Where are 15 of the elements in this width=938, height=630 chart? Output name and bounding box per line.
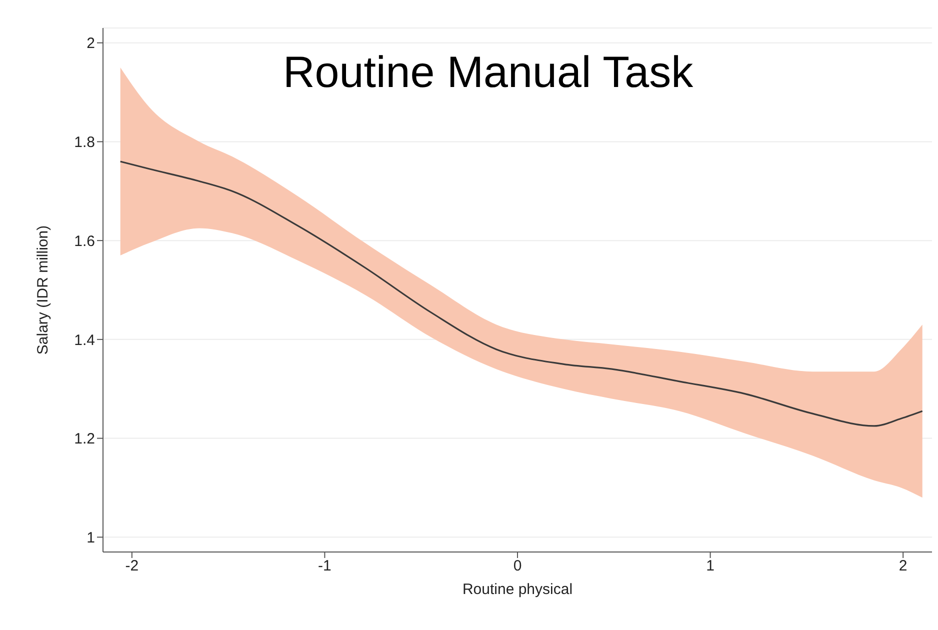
text: Routine Manual Task — [283, 48, 694, 98]
x-tick-label: 2 — [898, 558, 908, 575]
x-tick-label: 0 — [513, 558, 522, 575]
line-series — [120, 160, 924, 427]
y-tick-label: 1 — [86, 529, 95, 546]
y-tick-label: 1.8 — [74, 134, 95, 152]
x-tick-label: 1 — [706, 558, 714, 575]
x-axis-title: Routine physical — [462, 581, 573, 598]
y-tick-label: 2 — [86, 35, 95, 52]
y-tick-label: 1.2 — [74, 430, 95, 448]
x-tick-label: -1 — [318, 558, 332, 575]
y-tick-label: 1.6 — [74, 232, 95, 250]
y-tick-label: 1.4 — [74, 332, 95, 349]
y-axis-title: Salary (IDR million) — [34, 225, 52, 355]
x-tick-label: -2 — [125, 558, 139, 575]
